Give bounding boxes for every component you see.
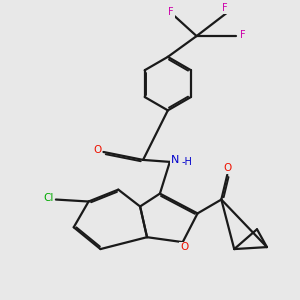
Text: O: O xyxy=(93,146,102,155)
Text: O: O xyxy=(180,242,188,253)
Text: F: F xyxy=(240,31,245,40)
Text: F: F xyxy=(222,3,228,13)
Text: Cl: Cl xyxy=(43,193,54,203)
Text: O: O xyxy=(223,163,231,173)
Text: -H: -H xyxy=(181,157,192,167)
Text: N: N xyxy=(171,155,179,165)
Text: F: F xyxy=(168,7,174,17)
